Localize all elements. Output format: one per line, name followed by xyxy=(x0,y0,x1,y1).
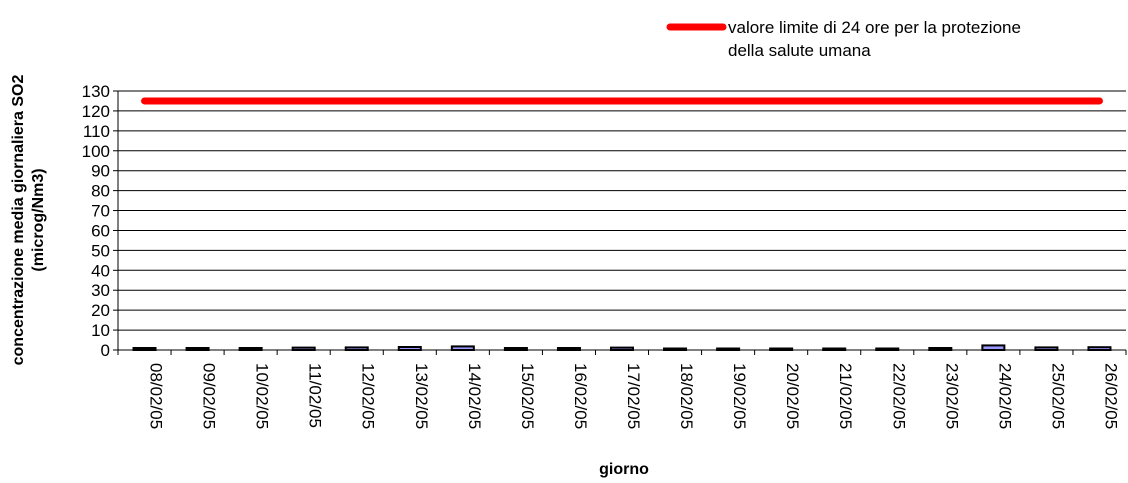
x-tick-label: 12/02/05 xyxy=(359,363,378,429)
x-tick-label: 19/02/05 xyxy=(730,363,749,429)
y-tick-label: 120 xyxy=(82,102,110,121)
x-tick-label: 14/02/05 xyxy=(465,363,484,429)
y-tick-label: 10 xyxy=(91,321,110,340)
x-tick-label: 23/02/05 xyxy=(942,363,961,429)
x-tick-label: 18/02/05 xyxy=(677,363,696,429)
x-tick-label: 08/02/05 xyxy=(147,363,166,429)
y-tick-label: 90 xyxy=(91,162,110,181)
x-tick-label: 11/02/05 xyxy=(306,363,325,428)
x-tick-label: 17/02/05 xyxy=(624,363,643,429)
y-tick-label: 20 xyxy=(91,301,110,320)
y-axis-title-line1: concentrazione media giornaliera SO2 xyxy=(10,75,27,366)
legend: valore limite di 24 ore per la protezion… xyxy=(666,18,1021,60)
y-tick-label: 0 xyxy=(101,341,110,360)
axes xyxy=(117,91,1127,355)
y-tick-label: 60 xyxy=(91,221,110,240)
y-tick-label: 40 xyxy=(91,261,110,280)
y-axis-title-line2: (microg/Nm3) xyxy=(30,168,47,271)
bars xyxy=(132,344,1112,352)
x-tick-label: 24/02/05 xyxy=(995,363,1014,429)
y-tick-label: 50 xyxy=(91,241,110,260)
y-tick-label: 130 xyxy=(82,82,110,101)
x-tick-label: 10/02/05 xyxy=(253,363,272,429)
legend-label-line2: della salute umana xyxy=(728,41,871,60)
x-axis-title: giorno xyxy=(599,461,649,478)
x-tick-label: 20/02/05 xyxy=(783,363,802,429)
legend-label-line1: valore limite di 24 ore per la protezion… xyxy=(728,18,1021,37)
x-tick-label: 13/02/05 xyxy=(412,363,431,429)
x-tick-label: 15/02/05 xyxy=(518,363,537,429)
x-tick-label: 21/02/05 xyxy=(836,363,855,429)
gridlines xyxy=(118,90,1126,331)
y-tick-label: 70 xyxy=(91,202,110,221)
y-tick-label: 30 xyxy=(91,281,110,300)
x-tick-label: 16/02/05 xyxy=(571,363,590,429)
bar xyxy=(981,344,1006,352)
y-tick-label: 100 xyxy=(82,142,110,161)
x-tick-label: 26/02/05 xyxy=(1101,363,1120,429)
y-tick-label: 110 xyxy=(83,122,110,141)
x-tick-label: 09/02/05 xyxy=(200,363,219,429)
x-tick-label: 25/02/05 xyxy=(1048,363,1067,429)
bar xyxy=(450,345,475,352)
x-tick-labels: 08/02/05 09/02/05 10/02/05 11/02/05 12/02/05… xyxy=(147,363,1121,429)
x-tick-label: 22/02/05 xyxy=(889,363,908,429)
y-tick-label: 80 xyxy=(91,182,110,201)
